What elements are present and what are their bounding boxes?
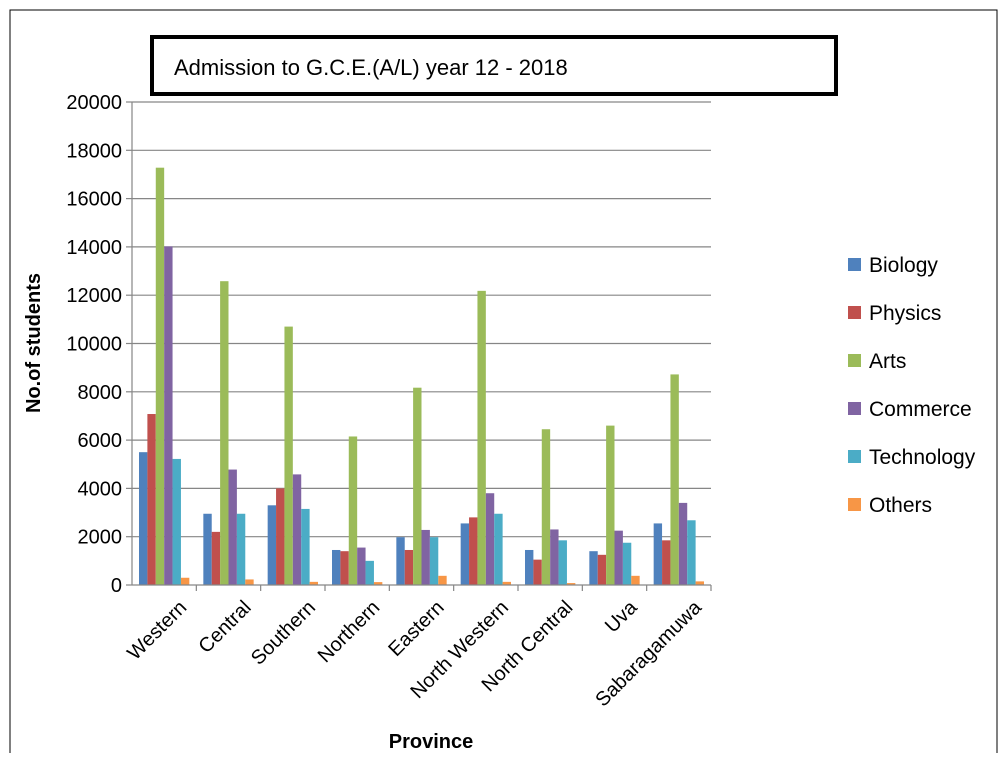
bar-commerce-western (164, 246, 173, 586)
bar-physics-uva (597, 554, 607, 585)
bar-commerce-northern (357, 547, 366, 585)
bar-technology-uva (622, 542, 632, 585)
bar-biology-central (203, 513, 212, 585)
bar-technology-sabaragamuwa (687, 520, 696, 585)
bar-technology-western (172, 458, 181, 585)
y-axis-label: No.of students (23, 273, 45, 413)
bar-biology-southern (267, 505, 277, 585)
bar-physics-western (147, 414, 156, 585)
bar-others-north-western (502, 581, 511, 585)
bar-technology-central (236, 513, 246, 585)
bar-technology-southern (301, 508, 310, 585)
legend-label-technology: Technology (869, 446, 976, 469)
bar-physics-central (211, 531, 221, 585)
bar-others-eastern (438, 575, 447, 585)
bar-biology-north-western (460, 523, 470, 585)
y-tick-label: 4000 (78, 478, 123, 500)
y-tick-label: 0 (111, 575, 122, 597)
bar-technology-north-western (494, 513, 503, 585)
legend-label-arts: Arts (869, 350, 906, 373)
bar-arts-western (155, 167, 165, 586)
bar-biology-western (139, 452, 148, 585)
legend-label-physics: Physics (869, 302, 941, 325)
bar-arts-central (220, 281, 229, 585)
bar-others-southern (309, 581, 318, 585)
legend-swatch-commerce (848, 402, 861, 415)
legend-label-commerce: Commerce (869, 398, 972, 421)
bar-biology-eastern (396, 537, 405, 585)
y-tick-label: 16000 (66, 189, 122, 211)
bar-physics-eastern (404, 549, 414, 585)
x-axis-label: Province (389, 731, 473, 753)
y-tick-label: 20000 (66, 92, 122, 114)
bar-biology-sabaragamuwa (653, 523, 663, 585)
bar-commerce-north-western (485, 493, 495, 585)
legend-swatch-arts (848, 354, 861, 367)
legend-swatch-others (848, 498, 861, 511)
chart-title: Admission to G.C.E.(A/L) year 12 - 2018 (174, 55, 568, 80)
legend-label-biology: Biology (869, 254, 938, 277)
bar-arts-southern (284, 326, 293, 585)
bar-arts-northern (348, 436, 358, 585)
bar-physics-northern (340, 551, 349, 585)
bar-biology-northern (332, 549, 341, 585)
legend-swatch-physics (848, 306, 861, 319)
bar-physics-southern (276, 488, 285, 585)
y-tick-label: 10000 (66, 334, 122, 356)
bar-others-western (180, 577, 190, 585)
bar-technology-northern (365, 560, 374, 585)
bar-others-northern (373, 582, 383, 585)
bar-biology-uva (589, 551, 598, 585)
y-tick-label: 6000 (78, 430, 123, 452)
y-tick-label: 18000 (66, 140, 122, 162)
bar-arts-eastern (413, 387, 422, 585)
y-tick-label: 12000 (66, 285, 122, 307)
chart-border (9, 9, 998, 756)
bar-arts-north-central (541, 429, 551, 585)
bar-others-north-central (566, 583, 576, 585)
bar-physics-north-central (533, 559, 542, 585)
bar-commerce-southern (292, 474, 302, 585)
bar-technology-eastern (429, 537, 439, 585)
legend-swatch-technology (848, 450, 861, 463)
bar-arts-sabaragamuwa (670, 374, 679, 585)
y-tick-label: 8000 (78, 382, 123, 404)
bar-arts-north-western (477, 290, 486, 585)
legend-swatch-biology (848, 258, 861, 271)
bar-arts-uva (606, 425, 615, 585)
bar-physics-sabaragamuwa (662, 540, 671, 585)
bar-commerce-uva (614, 530, 623, 585)
bar-physics-north-western (469, 517, 478, 585)
bar-commerce-north-central (550, 529, 559, 585)
bar-technology-north-central (558, 540, 567, 585)
bar-others-central (245, 579, 254, 585)
legend-label-others: Others (869, 494, 932, 517)
y-tick-label: 2000 (78, 527, 123, 549)
bar-biology-north-central (525, 549, 534, 585)
bar-commerce-central (228, 469, 237, 585)
bar-others-sabaragamuwa (695, 581, 704, 585)
title-box (150, 35, 838, 96)
y-tick-label: 14000 (66, 237, 122, 259)
bar-others-uva (631, 575, 640, 585)
bar-commerce-eastern (421, 529, 430, 585)
bar-commerce-sabaragamuwa (678, 502, 688, 585)
